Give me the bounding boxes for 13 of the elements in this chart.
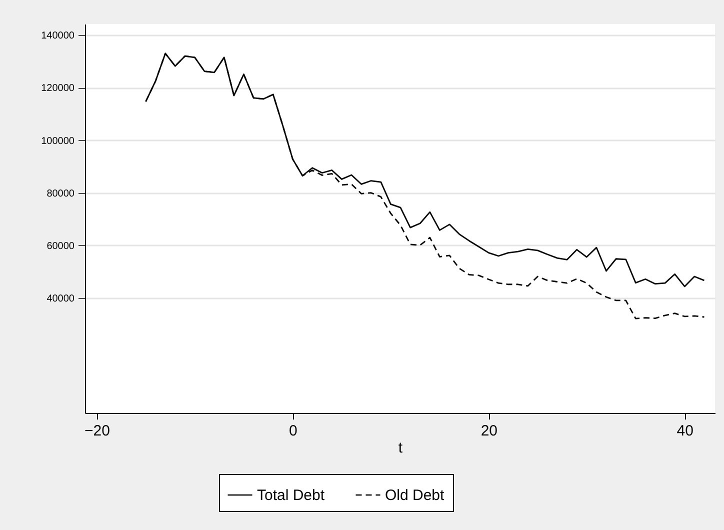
x-tick-label: 0	[289, 422, 298, 440]
legend-label: Total Debt	[257, 487, 326, 504]
y-tick-label: 100000	[41, 136, 75, 147]
legend-label: Old Debt	[385, 487, 446, 504]
y-tick-label: 40000	[46, 294, 75, 305]
y-tick-label: 60000	[46, 240, 75, 252]
x-axis-title: t	[398, 440, 404, 456]
y-tick-label: 120000	[41, 83, 75, 94]
x-tick-label: 20	[480, 422, 498, 440]
y-tick-label: 140000	[41, 30, 75, 42]
x-tick-label: −20	[84, 422, 110, 440]
x-tick-label: 40	[676, 422, 694, 440]
y-tick-label: 80000	[46, 188, 75, 200]
